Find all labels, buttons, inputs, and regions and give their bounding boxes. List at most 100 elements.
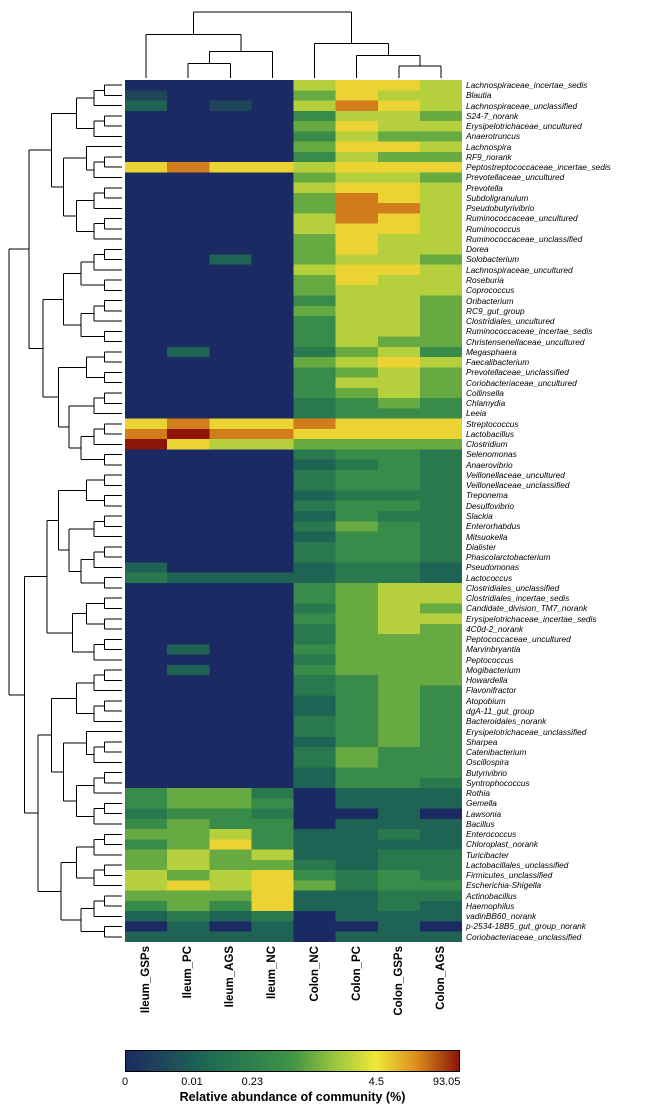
heatmap-cell — [251, 552, 295, 563]
heatmap-cell — [335, 203, 379, 214]
row-label: Faecalibacterium — [466, 357, 530, 368]
heatmap-cell — [251, 644, 295, 656]
heatmap-cell — [293, 80, 337, 91]
heatmap-cell — [209, 274, 252, 286]
heatmap-cell — [293, 859, 337, 871]
heatmap-cell — [209, 818, 252, 830]
heatmap-cell — [377, 141, 421, 153]
heatmap-cell — [335, 131, 379, 143]
heatmap-cell — [419, 459, 462, 471]
heatmap-cell — [209, 931, 252, 942]
heatmap-cell — [335, 562, 379, 574]
heatmap-cell — [377, 582, 421, 594]
heatmap-cell — [251, 336, 295, 348]
heatmap-cell — [293, 305, 337, 317]
heatmap-cell — [251, 367, 295, 379]
heatmap-cell — [293, 572, 337, 584]
heatmap-cell — [419, 110, 462, 122]
row-label: Marvinbryantia — [466, 644, 521, 655]
heatmap-cell — [335, 849, 379, 861]
heatmap-cell — [167, 900, 210, 912]
heatmap-cell — [377, 911, 421, 922]
heatmap-cell — [209, 644, 252, 656]
heatmap-cell — [209, 326, 252, 338]
row-label: Syntrophococcus — [466, 777, 530, 788]
row-label: Oribacterium — [466, 295, 514, 306]
row-label: Megasphaera — [466, 346, 517, 357]
heatmap-cell — [293, 654, 337, 666]
row-label: Erysipelotrichaceae_incertae_sedis — [466, 613, 597, 624]
heatmap-cell — [419, 408, 462, 420]
heatmap-cell — [335, 274, 379, 286]
heatmap-cell — [419, 367, 462, 379]
heatmap-cell — [377, 80, 421, 91]
heatmap-cell — [167, 254, 210, 266]
heatmap-cell — [251, 880, 295, 892]
row-label: Clostridiales_unclassified — [466, 582, 560, 593]
heatmap-cell — [251, 531, 295, 543]
heatmap-cell — [335, 613, 379, 625]
heatmap-cell — [251, 172, 295, 184]
heatmap-cell — [125, 172, 168, 184]
heatmap-cell — [167, 839, 210, 851]
heatmap-cell — [209, 664, 252, 676]
heatmap-cell — [377, 490, 421, 502]
heatmap-cell — [419, 829, 462, 840]
heatmap-cell — [251, 151, 295, 163]
heatmap-cell — [293, 880, 337, 892]
heatmap-cell — [209, 911, 252, 922]
heatmap-cell — [125, 490, 168, 502]
heatmap-cell — [377, 151, 421, 163]
heatmap-cell — [419, 736, 462, 748]
heatmap-cell — [167, 562, 210, 574]
heatmap-cell — [209, 305, 252, 317]
heatmap-cell — [377, 562, 421, 574]
heatmap-cell — [419, 593, 462, 604]
heatmap-cell — [335, 459, 379, 471]
heatmap-cell — [377, 808, 421, 820]
heatmap-cell — [167, 100, 210, 112]
heatmap-cell — [377, 182, 421, 194]
heatmap-cell — [377, 418, 421, 430]
heatmap-cell — [251, 675, 295, 686]
row-label: Coriobacteriaceae_unclassified — [466, 931, 582, 942]
heatmap-cell — [167, 685, 210, 697]
heatmap-cell — [251, 870, 295, 881]
heatmap-cell — [293, 911, 337, 922]
heatmap-cell — [377, 541, 421, 553]
row-label: Flavonifractor — [466, 685, 517, 696]
heatmap-cell — [419, 511, 462, 522]
heatmap-cell — [293, 367, 337, 379]
heatmap-cell — [377, 623, 421, 635]
row-label: Veillonellaceae_uncultured — [466, 469, 565, 480]
heatmap-cell — [419, 316, 462, 327]
heatmap-cell — [335, 469, 379, 481]
heatmap-cell — [335, 634, 379, 645]
heatmap-cell — [377, 336, 421, 348]
heatmap-cell — [167, 890, 210, 902]
heatmap-cell — [125, 428, 168, 440]
heatmap-cell — [419, 213, 462, 225]
heatmap-cell — [209, 777, 252, 789]
heatmap-cell — [167, 747, 210, 758]
heatmap-cell — [293, 357, 337, 368]
heatmap-cell — [125, 685, 168, 697]
heatmap-cell — [419, 644, 462, 656]
colorbar-tick-label: 4.5 — [368, 1076, 384, 1088]
colorbar-tick-label: 0.23 — [241, 1076, 264, 1088]
heatmap-cell — [293, 151, 337, 163]
heatmap-cell — [419, 931, 462, 942]
row-label: Ruminococcus — [466, 223, 521, 234]
heatmap-cell — [335, 223, 379, 235]
heatmap-cell — [251, 818, 295, 830]
heatmap-cell — [209, 511, 252, 522]
heatmap-cell — [209, 439, 252, 450]
heatmap-cell — [293, 110, 337, 122]
heatmap-cell — [377, 859, 421, 871]
heatmap-cell — [419, 808, 462, 820]
heatmap-cell — [251, 623, 295, 635]
heatmap-cell — [167, 346, 210, 358]
heatmap-grid — [125, 80, 462, 942]
heatmap-cell — [335, 357, 379, 368]
heatmap-cell — [209, 316, 252, 327]
